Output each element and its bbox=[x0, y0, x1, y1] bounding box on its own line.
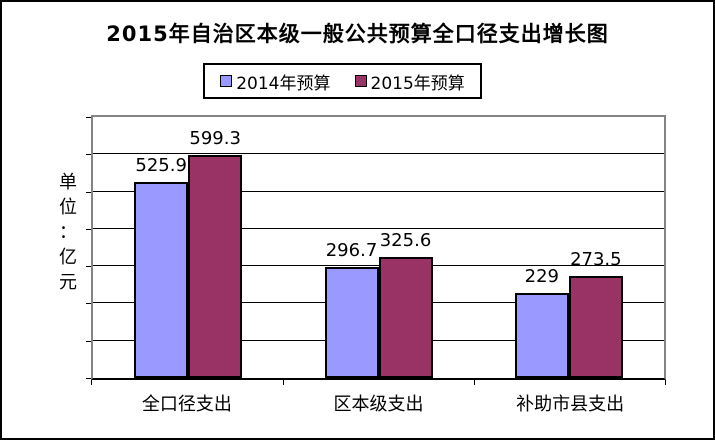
bar-2014年预算-全口径支出 bbox=[134, 181, 189, 378]
legend-item-label: 2015年预算 bbox=[370, 73, 465, 94]
legend-item: 2014年预算 bbox=[220, 69, 331, 94]
y-axis-unit-label: 单位 ： 亿元 bbox=[54, 170, 82, 295]
x-axis-category-label: 全口径支出 bbox=[141, 394, 232, 415]
legend-item-label: 2014年预算 bbox=[236, 73, 331, 94]
y-axis-unit-char: 亿 bbox=[59, 247, 77, 268]
y-axis-unit-char: ： bbox=[59, 222, 77, 243]
gridline bbox=[93, 190, 664, 192]
bar-value-label: 273.5 bbox=[570, 249, 622, 271]
bar-value-label: 229 bbox=[524, 265, 559, 287]
bar-value-label: 525.9 bbox=[135, 154, 187, 176]
y-axis-tick bbox=[86, 340, 91, 342]
x-axis-tick bbox=[282, 380, 284, 385]
x-axis-category-label: 区本级支出 bbox=[333, 394, 424, 415]
bar-2014年预算-区本级支出 bbox=[324, 267, 379, 378]
gridline bbox=[93, 153, 664, 155]
y-axis-tick bbox=[86, 191, 91, 193]
chart-title: 2015年自治区本级一般公共预算全口径支出增长图 bbox=[106, 22, 609, 46]
y-axis-tick bbox=[86, 117, 91, 118]
x-axis-tick bbox=[665, 380, 666, 385]
y-axis-tick bbox=[86, 266, 91, 268]
bar-value-label: 325.6 bbox=[379, 229, 432, 251]
x-axis-tick bbox=[91, 380, 92, 385]
legend-swatch-icon bbox=[354, 75, 367, 87]
bar-value-label: 599.3 bbox=[189, 127, 241, 149]
y-axis-tick bbox=[86, 303, 91, 305]
y-axis-tick bbox=[86, 378, 91, 379]
bar-2015年预算-补助市县支出 bbox=[568, 276, 623, 378]
y-axis-unit-char: 位 bbox=[59, 197, 77, 218]
y-axis-tick bbox=[86, 228, 91, 230]
gridline bbox=[93, 227, 664, 229]
legend: 2014年预算 2015年预算 bbox=[203, 63, 482, 99]
plot-area: 525.9 599.3 296.7 325.6 229 273.5 bbox=[91, 115, 666, 380]
y-axis-unit-char: 单 bbox=[59, 172, 77, 193]
bar-2015年预算-全口径支出 bbox=[188, 154, 243, 378]
x-axis-category-label: 补助市县支出 bbox=[516, 394, 625, 415]
y-axis-unit-char: 元 bbox=[59, 272, 77, 293]
x-axis-tick bbox=[474, 380, 476, 385]
bar-value-label: 296.7 bbox=[325, 240, 378, 262]
legend-item: 2015年预算 bbox=[354, 69, 465, 94]
bar-2015年预算-区本级支出 bbox=[378, 256, 433, 378]
bar-2014年预算-补助市县支出 bbox=[514, 292, 569, 378]
y-axis-tick bbox=[86, 154, 91, 156]
legend-swatch-icon bbox=[220, 75, 233, 87]
